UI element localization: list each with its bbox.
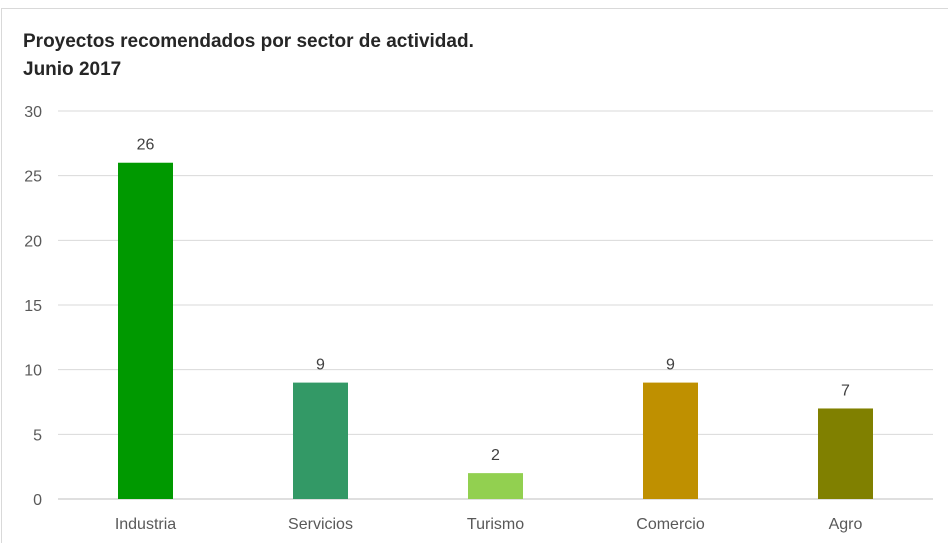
y-tick-label: 10 <box>24 363 42 380</box>
bar-turismo <box>468 473 523 499</box>
bar-comercio <box>643 382 698 499</box>
y-tick-label: 30 <box>24 104 42 121</box>
chart-title-block: Proyectos recomendados por sector de act… <box>23 28 474 84</box>
data-label: 2 <box>491 447 500 464</box>
x-tick-label: Comercio <box>636 516 705 533</box>
x-axis-ticks: Industria Servicios Turismo Comercio Agro <box>115 516 863 533</box>
y-tick-label: 0 <box>33 492 42 509</box>
y-tick-label: 25 <box>24 169 42 186</box>
gridlines <box>58 110 933 500</box>
data-label: 7 <box>841 382 850 399</box>
data-labels: 26 9 2 9 7 <box>137 137 850 464</box>
y-axis-ticks: 0 5 10 15 20 25 30 <box>24 104 42 509</box>
x-tick-label: Industria <box>115 516 176 533</box>
bar-industria <box>118 162 173 499</box>
y-tick-label: 15 <box>24 298 42 315</box>
y-tick-label: 20 <box>24 233 42 250</box>
data-label: 9 <box>666 357 675 374</box>
data-label: 26 <box>137 137 155 154</box>
y-tick-label: 5 <box>33 427 42 444</box>
x-tick-label: Turismo <box>467 516 524 533</box>
chart-subtitle: Junio 2017 <box>23 59 122 80</box>
x-tick-label: Agro <box>829 516 863 533</box>
bar-servicios <box>293 382 348 499</box>
bar-agro <box>818 408 873 499</box>
x-tick-label: Servicios <box>288 516 353 533</box>
data-label: 9 <box>316 357 325 374</box>
chart-title: Proyectos recomendados por sector de act… <box>23 31 474 52</box>
bars <box>118 162 873 499</box>
